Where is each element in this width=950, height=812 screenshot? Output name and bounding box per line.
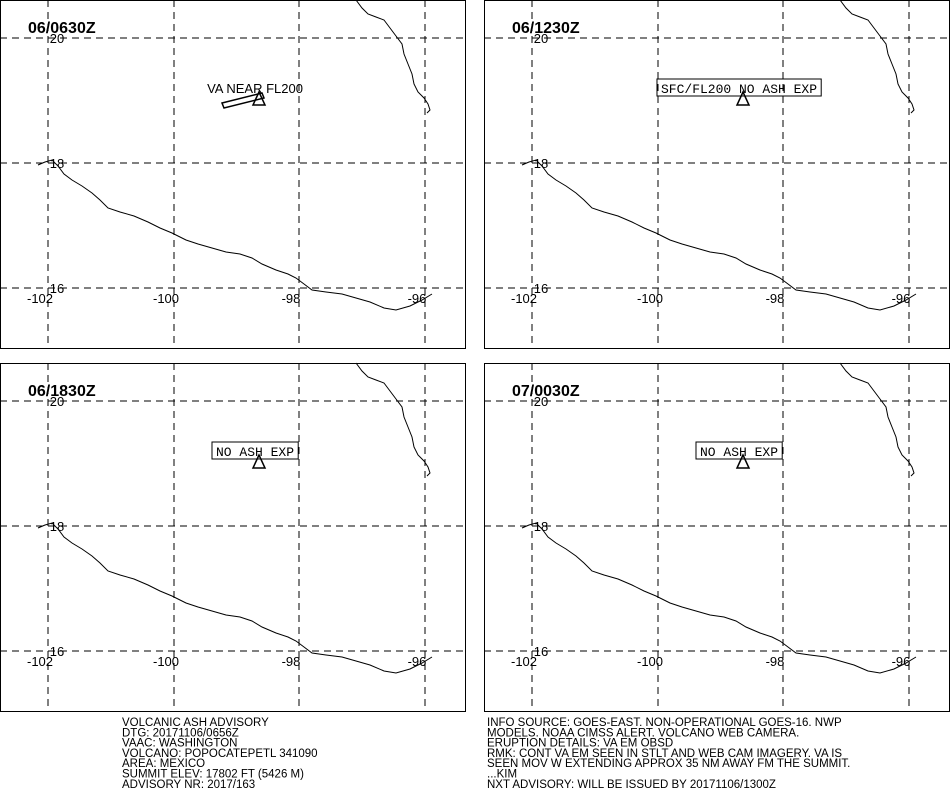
advisory-line: VOLCANO: POPOCATEPETL 341090 [122, 748, 318, 760]
lat-label: 16 [50, 644, 64, 659]
coastline [839, 362, 915, 477]
advisory-line: ADVISORY NR: 2017/163 [122, 779, 255, 791]
advisory-line: ERUPTION DETAILS: VA EM OBSD [487, 738, 673, 750]
panel-time: 07/0030Z [512, 383, 580, 400]
volcano-symbol [735, 453, 751, 469]
advisory-line: NXT ADVISORY: WILL BE ISSUED BY 20171106… [487, 779, 776, 791]
lat-label: 18 [534, 519, 548, 534]
lon-label: -100 [637, 654, 663, 669]
lon-label: -100 [153, 654, 179, 669]
panel-frame [0, 363, 466, 712]
advisory-line: VOLCANIC ASH ADVISORY [122, 717, 269, 729]
volcano-symbol [251, 453, 267, 469]
lat-label: 20 [50, 31, 64, 46]
coastline [521, 159, 917, 311]
lon-label: -102 [511, 291, 537, 306]
lon-label: -102 [27, 654, 53, 669]
ash-area [220, 92, 266, 109]
coastline [37, 522, 433, 674]
annotation-box [211, 441, 299, 460]
coastline [521, 522, 917, 674]
advisory-line: MODELS. NOAA CIMSS ALERT. VOLCANO WEB CA… [487, 727, 799, 739]
lon-label: -102 [511, 654, 537, 669]
lat-label: 20 [534, 31, 548, 46]
lat-label: 16 [534, 281, 548, 296]
panel-frame [0, 0, 466, 349]
lat-label: 18 [534, 156, 548, 171]
map-panel: -102 -100 -98 -96 20 18 16 06/0630Z [0, 0, 466, 349]
volcano-symbol [251, 90, 267, 106]
coastline [37, 159, 433, 311]
panel-time: 06/0630Z [28, 20, 96, 37]
lat-label: 16 [50, 281, 64, 296]
advisory-line: VAAC: WASHINGTON [122, 738, 237, 750]
advisory-line: ...KIM [487, 769, 517, 781]
panel-time: 06/1230Z [512, 20, 580, 37]
annotation-box [695, 441, 783, 460]
advisory-line: SEEN MOV W EXTENDING APPROX 35 NM AWAY F… [487, 758, 850, 770]
advisory-line: AREA: MEXICO [122, 758, 205, 770]
coastline [839, 0, 915, 114]
lon-label: -96 [408, 654, 427, 669]
advisory-line: SUMMIT ELEV: 17802 FT (5426 M) [122, 769, 304, 781]
lon-label: -100 [637, 291, 663, 306]
panel-annotation: SFC/FL200 NO ASH EXP [661, 82, 817, 97]
lon-label: -96 [892, 291, 911, 306]
lon-label: -98 [766, 654, 785, 669]
annotation-box [656, 78, 822, 97]
map-panel: -102 -100 -98 -96 20 18 16 07/0030Z [484, 362, 950, 712]
lat-label: 18 [50, 156, 64, 171]
coastline [355, 0, 431, 114]
map-panel: -102 -100 -98 -96 20 18 16 06/1830Z [0, 362, 466, 712]
panel-frame [484, 363, 950, 712]
lon-label: -96 [408, 291, 427, 306]
lon-label: -98 [766, 291, 785, 306]
lon-label: -98 [282, 654, 301, 669]
panel-frame [484, 0, 950, 349]
panel-annotation: NO ASH EXP [216, 445, 294, 460]
lat-label: 16 [534, 644, 548, 659]
advisory-line: RMK: CONT VA EM SEEN IN STLT AND WEB CAM… [487, 748, 842, 760]
lon-label: -100 [153, 291, 179, 306]
panel-time: 06/1830Z [28, 383, 96, 400]
volcano-symbol [735, 90, 751, 106]
panel-annotation: NO ASH EXP [700, 445, 778, 460]
lon-label: -96 [892, 654, 911, 669]
lat-label: 20 [50, 394, 64, 409]
lat-label: 18 [50, 519, 64, 534]
map-panel: -102 -100 -98 -96 20 18 16 06/1230Z [484, 0, 950, 349]
advisory-line: DTG: 20171106/0656Z [122, 727, 239, 739]
panel-annotation: VA NEAR FL200 [207, 81, 303, 96]
lat-label: 20 [534, 394, 548, 409]
coastline [355, 362, 431, 477]
advisory-line: INFO SOURCE: GOES-EAST. NON-OPERATIONAL … [487, 717, 842, 729]
lon-label: -102 [27, 291, 53, 306]
lon-label: -98 [282, 291, 301, 306]
